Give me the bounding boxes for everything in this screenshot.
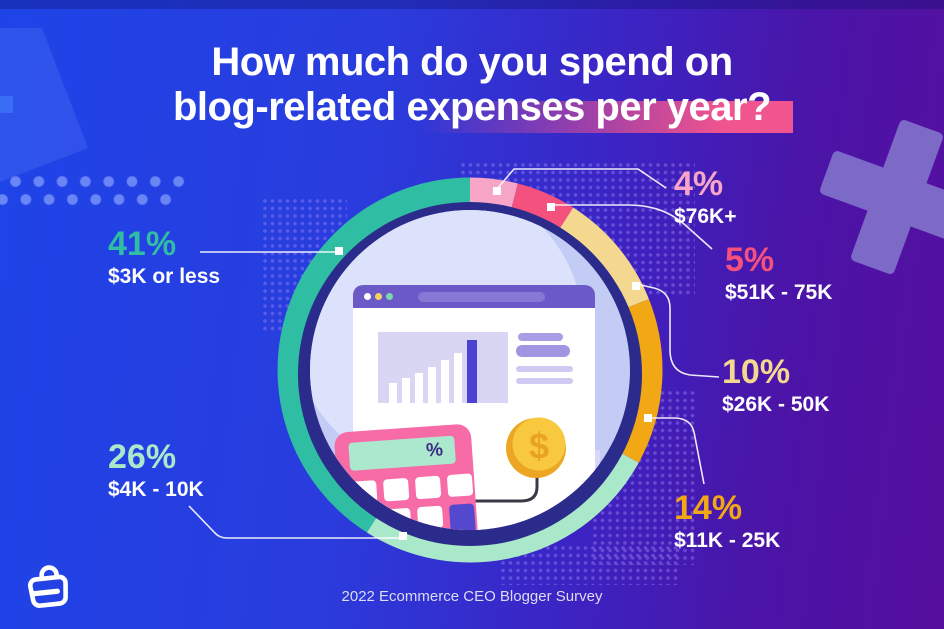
segment-markers (335, 187, 652, 540)
dots-pattern-row (9, 175, 195, 188)
segment-pct: 26% (108, 438, 177, 476)
donut-center-illustration: $ % (310, 210, 630, 530)
segment-range: $26K - 50K (722, 393, 830, 416)
shopping-bag-icon (27, 565, 68, 608)
text-line (518, 333, 563, 341)
browser-address-bar (418, 292, 545, 302)
top-strip (0, 0, 944, 9)
segment-label-11-25k: 14% $11K - 25K (674, 489, 781, 553)
segment-pct: 4% (674, 165, 724, 203)
donut-segment (366, 449, 639, 563)
segment-label-4-10k: 26% $4K - 10K (108, 438, 204, 502)
bar-chart-illustration (378, 332, 508, 403)
segment-label-3k-less: 41% $3K or less (108, 225, 221, 289)
page-title: How much do you spend on blog-related ex… (0, 40, 944, 130)
title-line2: blog-related expenses per year? (172, 85, 772, 129)
edge-square-shape (0, 96, 13, 113)
donut-segment (277, 177, 471, 533)
segment-label-76k: 4% $76K+ (674, 165, 737, 229)
coin-and-cable: $ (472, 417, 566, 503)
coin-face (512, 417, 566, 471)
donut-segment (510, 183, 574, 231)
browser-dot-icon (386, 293, 393, 300)
dots-pattern-row (0, 193, 174, 206)
text-line (516, 345, 570, 357)
segment-range: $11K - 25K (674, 529, 781, 552)
source-caption: 2022 Ecommerce CEO Blogger Survey (341, 588, 603, 605)
segment-pct: 14% (674, 489, 743, 527)
segment-range: $76K+ (674, 205, 737, 228)
segment-label-51-75k: 5% $51K - 75K (725, 241, 833, 305)
text-line (516, 378, 573, 384)
segment-pct: 41% (108, 225, 177, 263)
browser-dot-icon (375, 293, 382, 300)
donut-segment (469, 177, 518, 210)
segment-range: $3K or less (108, 265, 221, 288)
donut-segment (558, 207, 649, 310)
dollar-icon: $ (529, 426, 549, 467)
segment-range: $51K - 75K (725, 281, 833, 304)
segment-label-26-50k: 10% $26K - 50K (722, 353, 830, 417)
cable-line (472, 465, 539, 503)
segment-pct: 10% (722, 353, 791, 391)
segment-range: $4K - 10K (108, 478, 204, 501)
title-highlight-band (420, 101, 793, 133)
browser-dot-icon (364, 293, 371, 300)
text-line (516, 366, 573, 372)
donut-segment (614, 299, 663, 463)
segment-pct: 5% (725, 241, 775, 279)
title-line1: How much do you spend on (211, 40, 733, 84)
